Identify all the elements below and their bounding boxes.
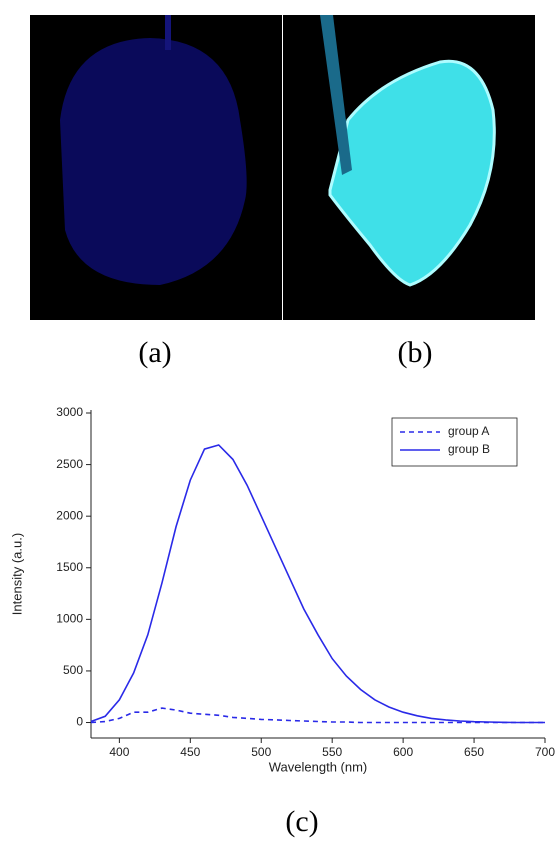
x-axis-label: Wavelength (nm) bbox=[269, 759, 368, 774]
holder-b bbox=[320, 15, 352, 175]
x-tick-label: 650 bbox=[464, 745, 484, 759]
series-line bbox=[90, 444, 545, 724]
y-axis-label: Intensity (a.u.) bbox=[9, 533, 24, 615]
panel-label: (a) bbox=[138, 336, 171, 369]
y-tick-label: 3000 bbox=[56, 405, 83, 419]
sample-dim bbox=[60, 38, 247, 285]
legend-label: group B bbox=[448, 442, 490, 456]
legend-label: group A bbox=[448, 424, 489, 438]
legend-box bbox=[391, 417, 518, 467]
x-tick-label: 500 bbox=[251, 745, 271, 759]
x-tick-label: 700 bbox=[535, 745, 555, 759]
y-tick-label: 0 bbox=[76, 715, 83, 729]
x-tick-label: 600 bbox=[393, 745, 413, 759]
y-tick-label: 1500 bbox=[56, 560, 83, 574]
y-tick-label: 2000 bbox=[56, 508, 83, 522]
panel-label: (b) bbox=[398, 336, 433, 369]
holder-a bbox=[165, 15, 171, 50]
x-tick-label: 400 bbox=[109, 745, 129, 759]
y-tick-label: 1000 bbox=[56, 612, 83, 626]
panel-label: (c) bbox=[285, 805, 318, 838]
y-tick-label: 500 bbox=[63, 663, 83, 677]
series-line bbox=[90, 707, 545, 724]
sample-bright bbox=[328, 59, 496, 287]
y-tick-label: 2500 bbox=[56, 457, 83, 471]
x-tick-label: 550 bbox=[322, 745, 342, 759]
x-tick-label: 450 bbox=[180, 745, 200, 759]
